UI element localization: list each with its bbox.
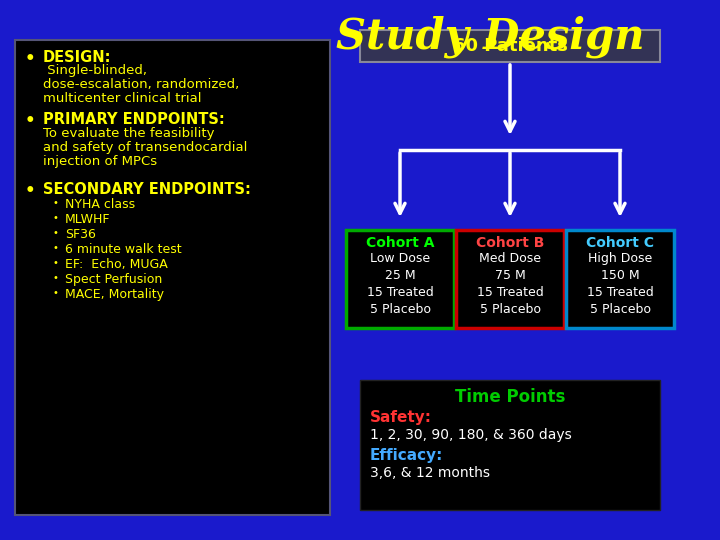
Text: Study Design: Study Design <box>336 15 644 57</box>
Text: 5 Placebo: 5 Placebo <box>480 303 541 316</box>
FancyBboxPatch shape <box>456 230 564 328</box>
Text: Single-blinded,: Single-blinded, <box>43 64 147 77</box>
Text: •: • <box>25 182 35 200</box>
FancyBboxPatch shape <box>566 230 674 328</box>
Text: PRIMARY ENDPOINTS:: PRIMARY ENDPOINTS: <box>43 112 225 127</box>
Text: 150 M: 150 M <box>600 269 639 282</box>
Text: 1, 2, 30, 90, 180, & 360 days: 1, 2, 30, 90, 180, & 360 days <box>370 428 572 442</box>
Text: 15 Treated: 15 Treated <box>366 286 433 299</box>
FancyBboxPatch shape <box>15 40 330 515</box>
FancyBboxPatch shape <box>346 230 454 328</box>
Text: Spect Perfusion: Spect Perfusion <box>65 273 162 286</box>
Text: •: • <box>53 198 59 208</box>
Text: Safety:: Safety: <box>370 410 432 425</box>
Text: NYHA class: NYHA class <box>65 198 135 211</box>
Text: •: • <box>25 112 35 130</box>
Text: Time Points: Time Points <box>455 388 565 406</box>
Text: 75 M: 75 M <box>495 269 526 282</box>
Text: DESIGN:: DESIGN: <box>43 50 112 65</box>
Text: 60 Patients: 60 Patients <box>453 37 567 55</box>
Text: 25 M: 25 M <box>384 269 415 282</box>
Text: •: • <box>53 243 59 253</box>
Text: To evaluate the feasibility: To evaluate the feasibility <box>43 127 215 140</box>
Text: •: • <box>53 228 59 238</box>
Text: 5 Placebo: 5 Placebo <box>369 303 431 316</box>
Text: Efficacy:: Efficacy: <box>370 448 444 463</box>
Text: •: • <box>53 258 59 268</box>
Text: Cohort C: Cohort C <box>586 236 654 250</box>
Text: •: • <box>25 50 35 68</box>
Text: EF:  Echo, MUGA: EF: Echo, MUGA <box>65 258 168 271</box>
Text: and safety of transendocardial: and safety of transendocardial <box>43 141 248 154</box>
Text: Med Dose: Med Dose <box>479 252 541 265</box>
Text: dose-escalation, randomized,: dose-escalation, randomized, <box>43 78 239 91</box>
Text: •: • <box>53 213 59 223</box>
Text: Cohort B: Cohort B <box>476 236 544 250</box>
Text: 3,6, & 12 months: 3,6, & 12 months <box>370 466 490 480</box>
Text: injection of MPCs: injection of MPCs <box>43 155 157 168</box>
Text: Cohort A: Cohort A <box>366 236 434 250</box>
Text: •: • <box>53 273 59 283</box>
Text: SF36: SF36 <box>65 228 96 241</box>
Text: 15 Treated: 15 Treated <box>477 286 544 299</box>
Text: SECONDARY ENDPOINTS:: SECONDARY ENDPOINTS: <box>43 182 251 197</box>
Text: MLWHF: MLWHF <box>65 213 110 226</box>
Text: •: • <box>53 288 59 298</box>
Text: multicenter clinical trial: multicenter clinical trial <box>43 92 202 105</box>
Text: 6 minute walk test: 6 minute walk test <box>65 243 181 256</box>
Text: Low Dose: Low Dose <box>370 252 430 265</box>
Text: 15 Treated: 15 Treated <box>587 286 653 299</box>
Text: MACE, Mortality: MACE, Mortality <box>65 288 164 301</box>
Text: 5 Placebo: 5 Placebo <box>590 303 650 316</box>
FancyBboxPatch shape <box>360 380 660 510</box>
FancyBboxPatch shape <box>360 30 660 62</box>
Text: High Dose: High Dose <box>588 252 652 265</box>
